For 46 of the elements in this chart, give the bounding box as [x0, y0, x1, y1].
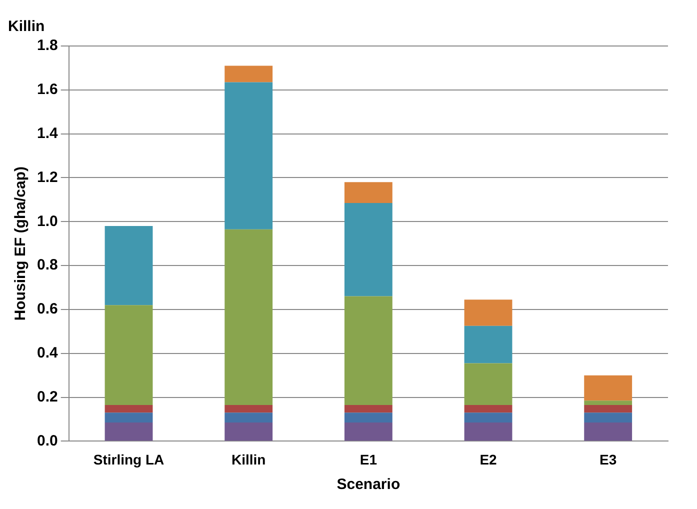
- bar: [464, 363, 512, 405]
- bar: [224, 82, 273, 230]
- y-tick-label: 0.6: [36, 300, 58, 318]
- y-tick-label: 0.2: [36, 388, 58, 406]
- x-tick-label: E1: [360, 451, 378, 468]
- bar: [104, 305, 153, 405]
- bar: [464, 412, 512, 423]
- y-axis-title: Housing EF (gha/cap): [12, 166, 30, 321]
- bar: [344, 296, 392, 405]
- x-tick-label: Stirling LA: [93, 451, 164, 468]
- bar: [584, 422, 632, 441]
- bar: [344, 404, 392, 413]
- bar: [224, 404, 273, 413]
- y-tick-label: 1.4: [36, 124, 58, 142]
- bar: [224, 422, 273, 441]
- y-tick-label: 0.8: [36, 256, 58, 274]
- bar: [464, 326, 512, 364]
- bar: [344, 422, 392, 441]
- y-tick-label: 1.6: [36, 81, 58, 98]
- y-tick-label: 1.8: [36, 37, 58, 54]
- bar: [344, 412, 392, 423]
- x-axis-title: Scenario: [336, 476, 400, 494]
- bar: [464, 422, 512, 441]
- y-tick-label: 0.4: [36, 344, 58, 362]
- x-tick-label: E2: [480, 451, 498, 468]
- chart-title: Killin: [8, 18, 45, 36]
- bar: [224, 229, 273, 405]
- bar: [464, 404, 512, 413]
- y-tick-label: 0.0: [36, 432, 58, 450]
- bar: [104, 412, 153, 423]
- x-tick-label: Killin: [231, 451, 266, 468]
- bar: [584, 412, 632, 423]
- bar: [584, 404, 632, 413]
- bar: [584, 400, 632, 405]
- x-tick-label: E3: [600, 451, 617, 468]
- bar: [104, 404, 153, 413]
- y-tick-label: 1.2: [36, 168, 58, 186]
- bar: [104, 422, 153, 441]
- bar: [584, 375, 632, 401]
- bar: [224, 412, 273, 423]
- bar: [464, 300, 512, 326]
- bar: [344, 182, 392, 203]
- bar: [104, 226, 153, 306]
- bar: [344, 202, 392, 296]
- bar: [224, 66, 273, 82]
- y-tick-label: 1.0: [36, 212, 58, 230]
